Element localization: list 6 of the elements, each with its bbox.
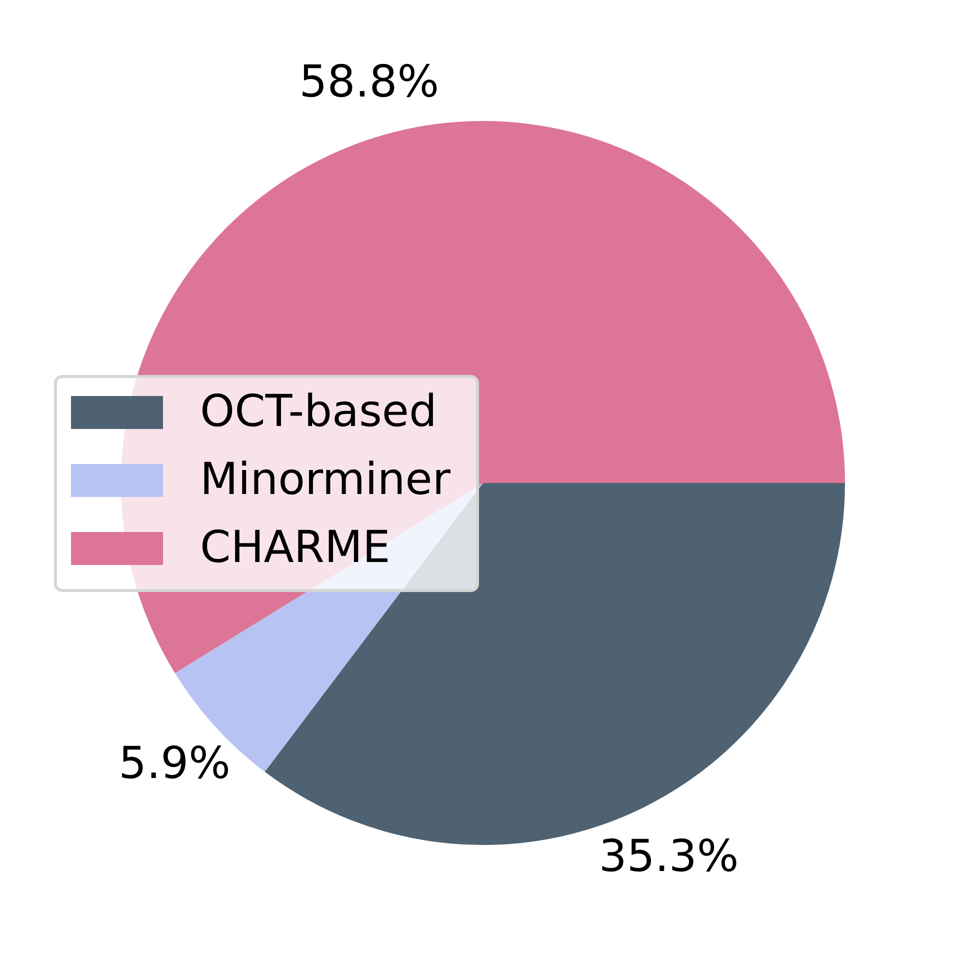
legend-label: CHARME <box>200 522 390 574</box>
legend-label: OCT-based <box>200 386 437 438</box>
legend-label: Minorminer <box>200 454 450 506</box>
data-label: 58.8% <box>299 56 440 108</box>
data-label: 5.9% <box>118 738 230 790</box>
data-label: 35.3% <box>598 830 739 882</box>
